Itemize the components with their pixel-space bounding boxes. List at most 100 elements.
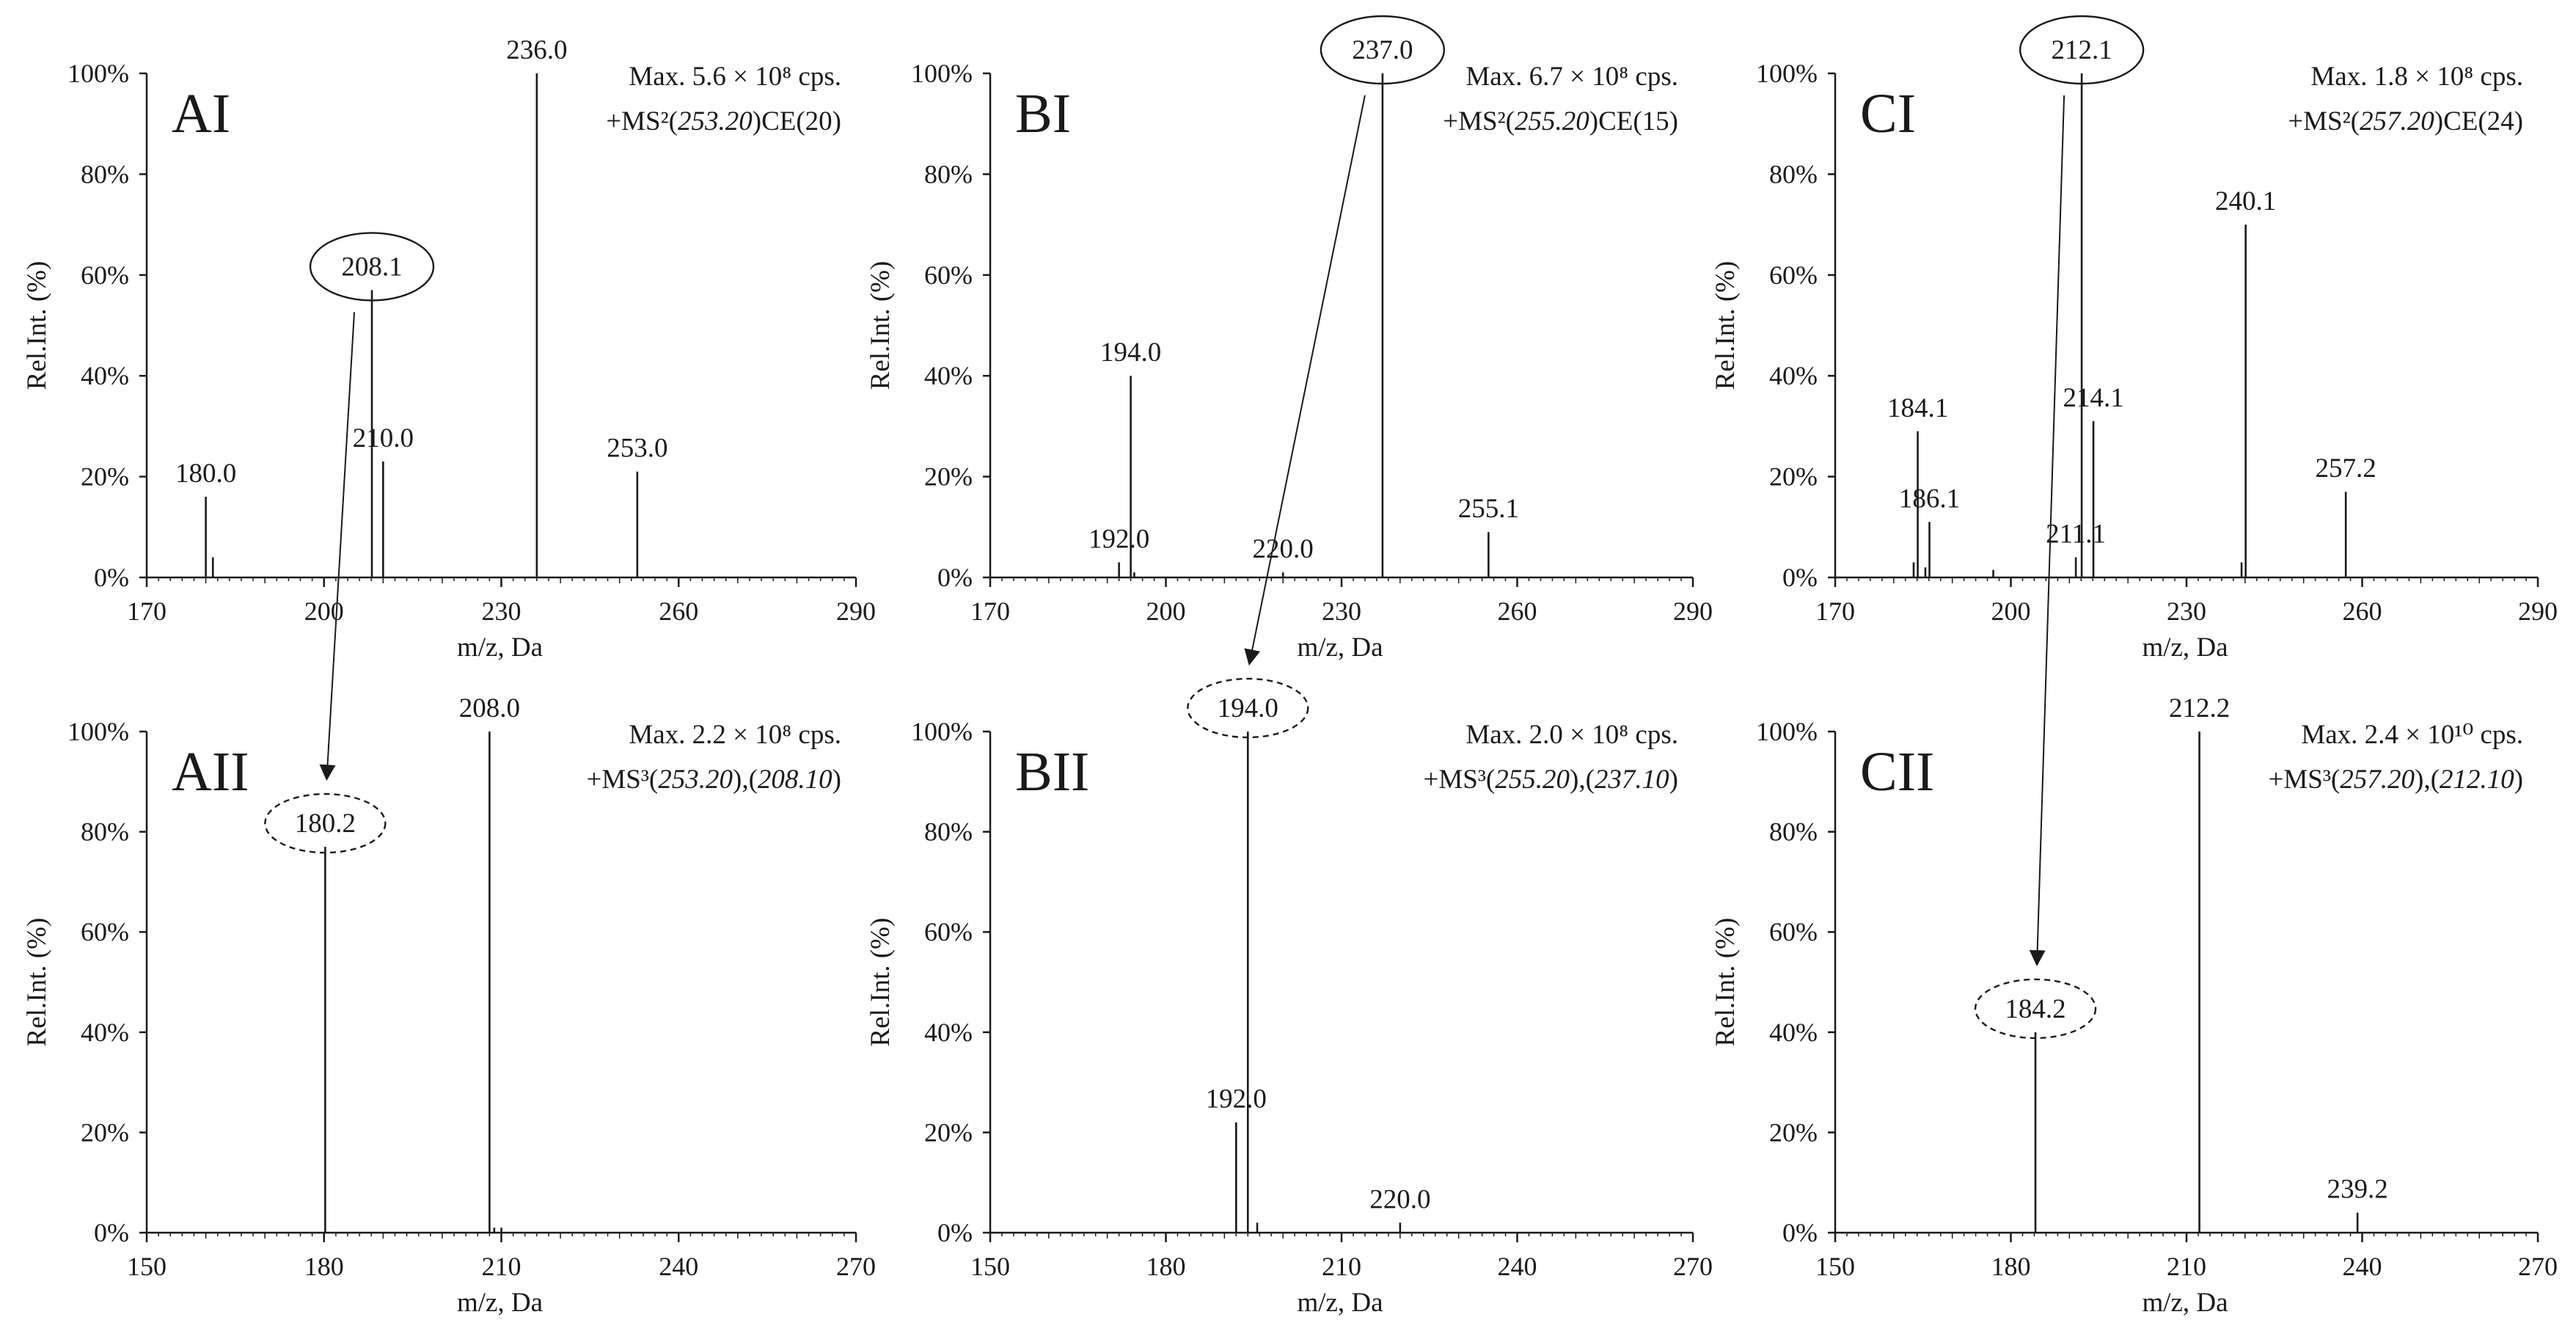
x-tick-label: 290	[836, 597, 876, 626]
panel-label: CII	[1860, 741, 1934, 803]
scan-info-product: 208.10	[758, 765, 833, 795]
x-axis-title: m/z, Da	[1297, 1288, 1383, 1318]
x-tick-label: 210	[482, 1252, 522, 1281]
scan-info-suffix: )	[833, 765, 841, 795]
panel-label: CI	[1860, 83, 1916, 145]
max-intensity-text: Max. 1.8 × 10⁸ cps.	[2310, 62, 2523, 92]
y-tick-label: 20%	[924, 462, 973, 492]
y-tick-label: 0%	[937, 1218, 973, 1247]
x-tick-label: 290	[2518, 597, 2558, 626]
x-axis-title: m/z, Da	[1297, 632, 1383, 663]
scan-info-prefix: +MS²(	[2288, 106, 2360, 136]
peak-label: 180.2	[295, 809, 356, 839]
x-tick-label: 200	[1991, 597, 2031, 626]
peak-label: 208.1	[341, 252, 402, 282]
x-tick-label: 210	[2167, 1252, 2206, 1281]
peak-label: 194.0	[1100, 338, 1161, 368]
y-tick-label: 20%	[81, 1117, 129, 1147]
fragmentation-arrow	[2029, 95, 2065, 966]
scan-info-mid: ),(	[1570, 765, 1595, 795]
y-tick-label: 20%	[81, 462, 129, 492]
y-tick-label: 40%	[81, 361, 129, 390]
y-tick-label: 40%	[924, 1018, 973, 1047]
peak-label: 257.2	[2316, 453, 2376, 484]
peak-label: 180.0	[175, 459, 236, 489]
y-tick-label: 0%	[94, 1218, 129, 1247]
x-tick-label: 240	[1498, 1252, 1537, 1281]
y-tick-label: 60%	[81, 260, 129, 290]
x-tick-label: 150	[127, 1252, 167, 1281]
product-ion-ellipse	[264, 792, 387, 854]
scan-info-product: 212.10	[2440, 765, 2514, 795]
peak-label: 210.0	[353, 423, 414, 453]
y-tick-label: 20%	[924, 1117, 973, 1147]
y-tick-label: 80%	[924, 159, 973, 189]
peak-label: 184.1	[1887, 393, 1948, 423]
scan-info-text: +MS²(253.20)CE(20)	[606, 106, 841, 136]
scan-info-mid: ),(	[733, 765, 758, 795]
scan-info-prefix: +MS³(	[587, 765, 659, 795]
x-tick-label: 170	[1815, 597, 1855, 626]
scan-info-precursor: 253.20	[658, 765, 733, 795]
x-tick-label: 200	[1146, 597, 1186, 626]
peak-label: 253.0	[607, 434, 667, 464]
x-tick-label: 270	[2518, 1252, 2558, 1281]
y-tick-label: 100%	[1756, 59, 1818, 88]
y-tick-label: 60%	[1769, 260, 1818, 290]
y-axis-title: Rel.Int. (%)	[866, 261, 896, 390]
peak-label: 212.1	[2051, 35, 2112, 65]
scan-info-mid: ),(	[2415, 765, 2440, 795]
scan-info-suffix: )CE(20)	[753, 106, 841, 136]
x-tick-label: 270	[1673, 1252, 1713, 1281]
y-axis-title: Rel.Int. (%)	[866, 918, 896, 1047]
y-tick-label: 40%	[81, 1018, 129, 1047]
y-tick-label: 0%	[94, 563, 129, 592]
scan-info-text: +MS²(257.20)CE(24)	[2288, 106, 2523, 136]
panel-cii: 0% 20% 40% 60% 80% 100% 150 180 210 240 270 m/z, Da…	[1710, 693, 2558, 1318]
y-tick-label: 40%	[924, 361, 973, 390]
scan-info-text: +MS³(253.20),(208.10)	[587, 765, 842, 795]
scan-info-text: +MS³(257.20),(212.10)	[2269, 765, 2524, 795]
x-tick-label: 180	[304, 1252, 344, 1281]
peak-label: 214.1	[2063, 383, 2123, 413]
max-intensity-text: Max. 6.7 × 10⁸ cps.	[1466, 62, 1678, 92]
panel-bi: 0% 20% 40% 60% 80% 100% 170 200 230 260 290 m/z, Da…	[866, 15, 1713, 663]
max-intensity-text: Max. 2.0 × 10⁸ cps.	[1466, 720, 1678, 750]
x-tick-label: 170	[127, 597, 167, 626]
peak-label: 194.0	[1218, 693, 1278, 723]
y-tick-label: 100%	[911, 717, 973, 746]
y-tick-label: 100%	[67, 717, 129, 746]
y-tick-label: 80%	[1769, 817, 1818, 847]
y-tick-label: 100%	[1756, 717, 1818, 746]
y-tick-label: 0%	[1782, 1218, 1818, 1247]
y-tick-label: 80%	[81, 817, 129, 847]
peak-label: 255.1	[1458, 494, 1519, 524]
x-tick-label: 240	[2343, 1252, 2382, 1281]
y-tick-label: 100%	[67, 59, 129, 88]
y-tick-label: 20%	[1769, 1117, 1818, 1147]
y-tick-label: 20%	[1769, 462, 1818, 492]
product-ion-ellipse	[1974, 978, 2097, 1040]
scan-info-prefix: +MS³(	[2269, 765, 2341, 795]
y-tick-label: 60%	[81, 917, 129, 947]
scan-info-prefix: +MS²(	[1443, 106, 1515, 136]
y-tick-label: 40%	[1769, 1018, 1818, 1047]
x-tick-label: 150	[1815, 1252, 1855, 1281]
peak-label: 220.0	[1253, 534, 1314, 564]
scan-info-precursor: 257.20	[2340, 765, 2415, 795]
x-tick-label: 230	[2167, 597, 2206, 626]
panel-bii: 0% 20% 40% 60% 80% 100% 150 180 210 240 270 m/z, Da…	[866, 677, 1713, 1318]
scan-info-suffix: )	[1669, 765, 1678, 795]
scan-info-precursor: 253.20	[678, 106, 753, 136]
scan-info-product: 237.10	[1595, 765, 1669, 795]
scan-info-precursor: 257.20	[2360, 106, 2434, 136]
x-tick-label: 230	[482, 597, 522, 626]
panel-label: AII	[172, 741, 249, 803]
peak-label: 240.1	[2215, 186, 2276, 216]
fragmentation-arrow	[1244, 95, 1366, 666]
max-intensity-text: Max. 2.4 × 10¹⁰ cps.	[2301, 720, 2523, 750]
y-axis-title: Rel.Int. (%)	[1710, 918, 1741, 1047]
precursor-ion-ellipse	[309, 232, 435, 302]
